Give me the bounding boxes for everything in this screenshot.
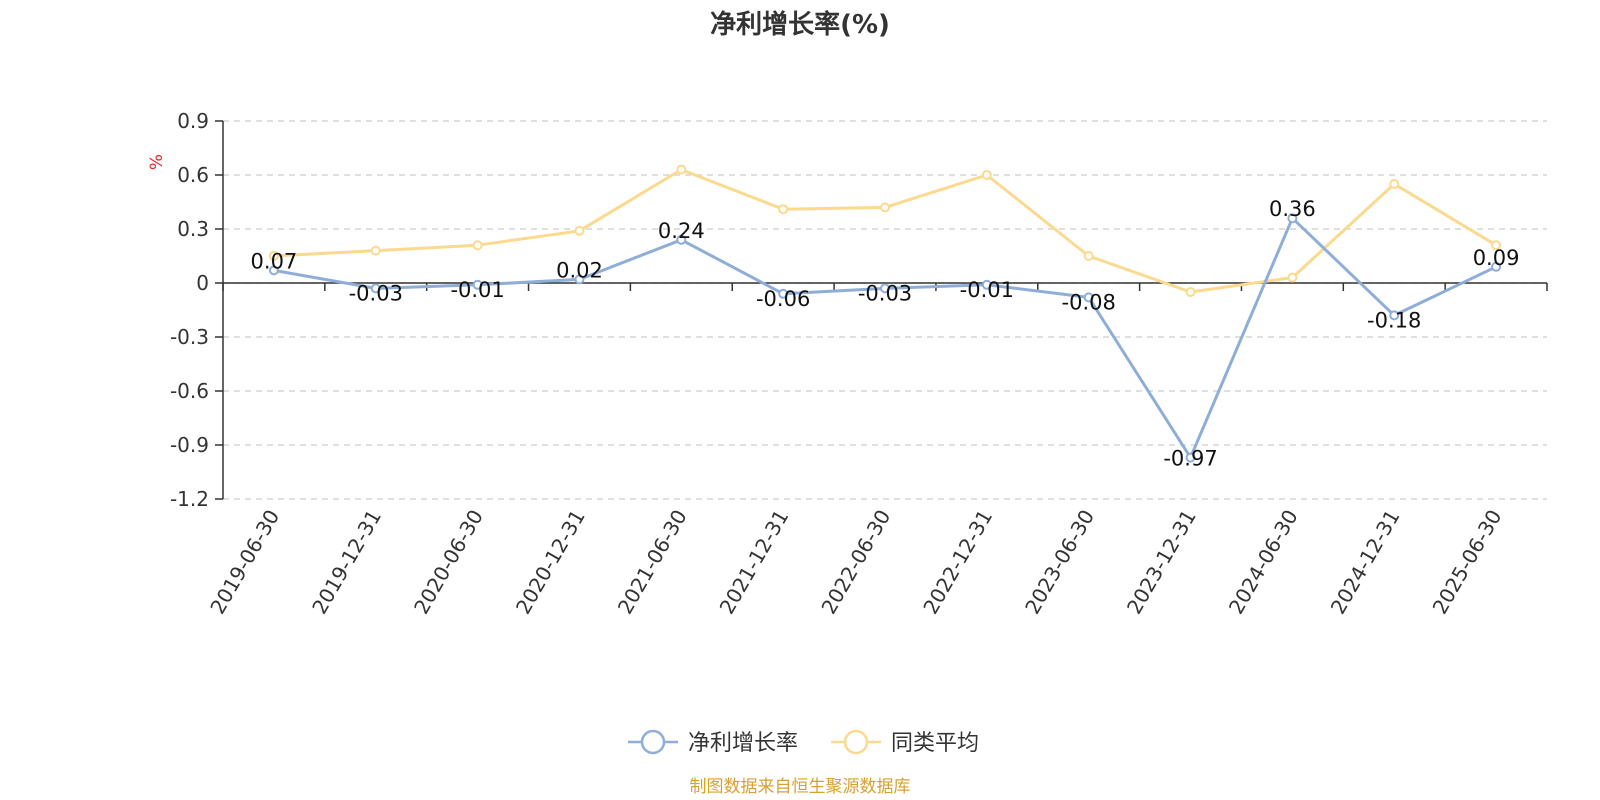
chart-title: 净利增长率(%) (710, 9, 890, 40)
data-point-series-0[interactable] (880, 283, 890, 294)
x-tick-label: 2020-06-30 (409, 506, 488, 619)
data-point-series-1[interactable] (370, 245, 381, 256)
x-tick-label: 2021-06-30 (613, 506, 692, 619)
y-tick-label: 0.9 (177, 109, 209, 133)
data-label: -0.03 (349, 281, 403, 305)
data-point-series-0[interactable] (1083, 292, 1094, 303)
data-label: 0.09 (1473, 246, 1520, 270)
grid-lines (223, 120, 1547, 500)
series-line-1 (273, 168, 1497, 294)
data-point-series-1[interactable] (574, 225, 585, 236)
y-axis-unit-label: % (147, 154, 167, 170)
data-label: -0.01 (450, 278, 504, 302)
x-tick-label: 2024-12-31 (1326, 506, 1405, 619)
data-point-series-0[interactable] (1491, 261, 1502, 272)
data-point-series-0[interactable] (981, 279, 992, 290)
y-tick-label: -1.2 (170, 487, 209, 511)
data-point-series-0[interactable] (778, 288, 789, 299)
x-tick-label: 2025-06-30 (1428, 506, 1507, 619)
x-tick-label: 2019-06-30 (205, 506, 284, 619)
data-label: -0.97 (1163, 447, 1217, 471)
data-point-series-1[interactable] (778, 204, 789, 215)
y-tick-label: 0.6 (177, 163, 209, 187)
legend-item-label[interactable]: 净利增长率 (688, 731, 798, 756)
x-tick-label: 2023-12-31 (1122, 506, 1201, 619)
data-label: -0.18 (1367, 308, 1421, 332)
series-line-0 (273, 216, 1497, 460)
y-tick-label: -0.9 (170, 433, 209, 457)
data-point-series-0[interactable] (268, 265, 279, 276)
data-point-series-1[interactable] (1083, 251, 1094, 261)
data-label: 0.02 (556, 258, 603, 282)
data-label: 0.24 (658, 219, 705, 243)
x-tick-label: 2021-12-31 (715, 506, 794, 619)
data-point-series-1[interactable] (268, 251, 279, 261)
x-tick-label: 2024-06-30 (1224, 506, 1303, 619)
data-label: -0.03 (858, 281, 912, 305)
series-lines (268, 164, 1502, 463)
data-label: 0.36 (1269, 197, 1316, 221)
data-point-series-0[interactable] (1185, 452, 1196, 463)
data-point-series-1[interactable] (880, 202, 890, 213)
data-label: -0.08 (1062, 290, 1116, 314)
x-tick-label: 2023-06-30 (1020, 506, 1099, 619)
x-tick-label: 2019-12-31 (307, 506, 386, 619)
x-tick-label: 2022-06-30 (816, 506, 895, 619)
y-tick-label: -0.3 (170, 325, 209, 349)
data-point-series-1[interactable] (676, 164, 687, 175)
data-point-series-1[interactable] (1185, 287, 1196, 297)
data-point-series-0[interactable] (676, 234, 687, 245)
legend-swatch-circle (843, 729, 869, 755)
x-tick-label: 2022-12-31 (918, 506, 997, 619)
data-label: 0.07 (251, 249, 298, 273)
legend-swatch-circle (640, 729, 666, 755)
data-label: -0.06 (756, 287, 810, 311)
x-tick-label: 2020-12-31 (511, 506, 590, 619)
data-labels: 0.07 -0.03 -0.01 0.02 0.24 -0.06 -0.03 -0.01 -0.… (251, 197, 1520, 470)
legend[interactable]: 净利增长率 同类平均 (628, 729, 979, 756)
data-point-series-0[interactable] (574, 274, 585, 285)
data-point-series-0[interactable] (1389, 310, 1400, 321)
y-tick-label: -0.6 (170, 379, 209, 403)
data-point-series-1[interactable] (1491, 240, 1502, 251)
data-point-series-1[interactable] (981, 170, 992, 180)
data-point-series-1[interactable] (1287, 272, 1298, 283)
y-tick-label: 0 (196, 271, 209, 295)
data-point-series-0[interactable] (370, 283, 381, 294)
data-point-series-0[interactable] (472, 279, 483, 290)
data-point-series-1[interactable] (472, 240, 483, 251)
legend-item-label[interactable]: 同类平均 (891, 731, 979, 756)
data-label: -0.01 (960, 278, 1014, 302)
data-source-note: 制图数据来自恒生聚源数据库 (690, 777, 911, 797)
y-tick-label: 0.3 (177, 217, 209, 241)
data-point-series-1[interactable] (1389, 179, 1400, 189)
data-point-series-0[interactable] (1287, 213, 1298, 224)
